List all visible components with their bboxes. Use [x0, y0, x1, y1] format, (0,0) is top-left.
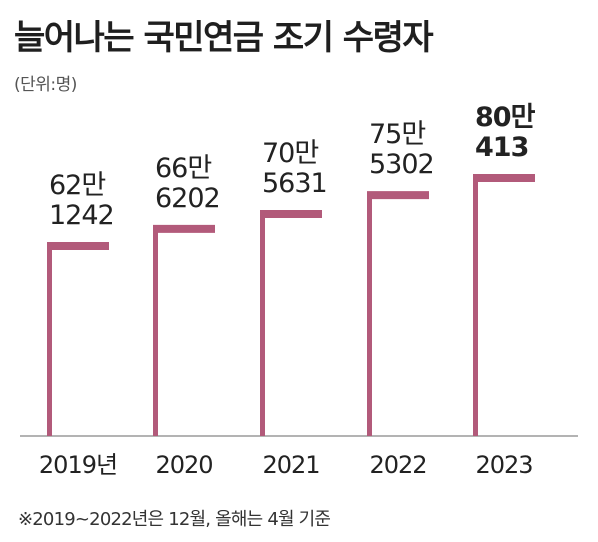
value-label-3-line-1: 5302: [369, 149, 434, 180]
value-label-1-line-0: 66만: [155, 153, 211, 184]
x-tick-labels-group: 2019년 2020 2021 2022 2023: [39, 451, 534, 479]
x-tick-label-2: 2021: [262, 451, 319, 479]
value-label-2-line-1: 5631: [262, 168, 327, 199]
x-tick-label-3: 2022: [369, 451, 426, 479]
chart-title: 늘어나는 국민연금 조기 수령자: [14, 18, 434, 58]
bar-0: [47, 241, 109, 436]
value-label-2-line-0: 70만: [262, 138, 318, 169]
bar-2: [260, 209, 322, 436]
value-label-0-line-1: 1242: [49, 200, 114, 231]
bar-3: [367, 191, 429, 436]
unit-label: (단위:명): [14, 75, 77, 95]
x-tick-label-1: 2020: [155, 451, 212, 479]
bar-1: [153, 224, 215, 436]
footnote: ※2019~2022년은 12월, 올해는 4월 기준: [18, 509, 331, 530]
value-label-4-line-0: 80만: [475, 102, 536, 133]
x-tick-label-4: 2023: [475, 451, 532, 479]
value-label-3-line-0: 75만: [369, 119, 425, 150]
value-label-4-line-1: 413: [475, 132, 528, 163]
value-label-1-line-1: 6202: [155, 183, 220, 214]
bar-4: [473, 174, 535, 436]
value-label-0-line-0: 62만: [49, 170, 105, 201]
bars-group: [47, 174, 535, 436]
x-tick-label-0: 2019년: [39, 451, 117, 479]
